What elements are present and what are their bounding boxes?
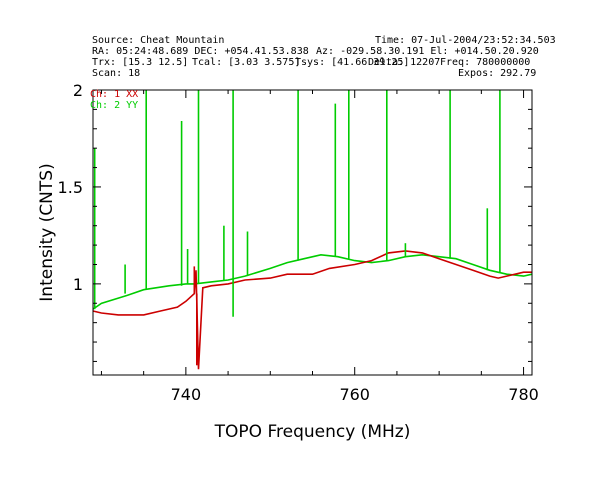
x-tick-label: 780 xyxy=(508,385,539,404)
header-tsys: Tsys: [41.66 39.25] xyxy=(295,57,410,68)
header-scan: Scan: 18 xyxy=(92,68,141,79)
header-az-el: Az: -029.58.30.191 El: +014.50.20.920 xyxy=(316,46,539,57)
plot-frame xyxy=(92,89,533,376)
header-trx: Trx: [15.3 12.5] xyxy=(92,57,189,68)
x-axis-label: TOPO Frequency (MHz) xyxy=(214,422,411,442)
y-tick-label: 2 xyxy=(73,81,83,100)
y-tick-label: 1.5 xyxy=(58,178,83,197)
header-ra-dec: RA: 05:24:48.689 DEC: +054.41.53.838 xyxy=(92,46,309,57)
header-expos: Expos: 292.79 xyxy=(458,68,537,79)
header-freq: Freq: 780000000 xyxy=(440,57,531,68)
header-delta: Delta: 12207 xyxy=(368,57,441,68)
y-axis-label: Intensity (CNTS) xyxy=(37,163,57,301)
plot-lines xyxy=(92,90,533,370)
series-line-ch2 xyxy=(92,253,533,310)
x-tick-label: 740 xyxy=(171,385,202,404)
header-time: Time: 07-Jul-2004/23:52:34.503 xyxy=(375,35,556,46)
axis-ticks: 740 760 780 1 1.5 2 xyxy=(58,81,539,404)
series-line-ch1 xyxy=(92,250,532,370)
legend-ch1: Ch: 1 XX xyxy=(90,89,138,100)
header-source: Source: Cheat Mountain xyxy=(92,35,225,46)
y-tick-label: 1 xyxy=(73,275,83,294)
header-tcal: Tcal: [3.03 3.575] xyxy=(192,57,301,68)
legend-ch2: Ch: 2 YY xyxy=(90,100,138,111)
x-tick-label: 760 xyxy=(339,385,370,404)
